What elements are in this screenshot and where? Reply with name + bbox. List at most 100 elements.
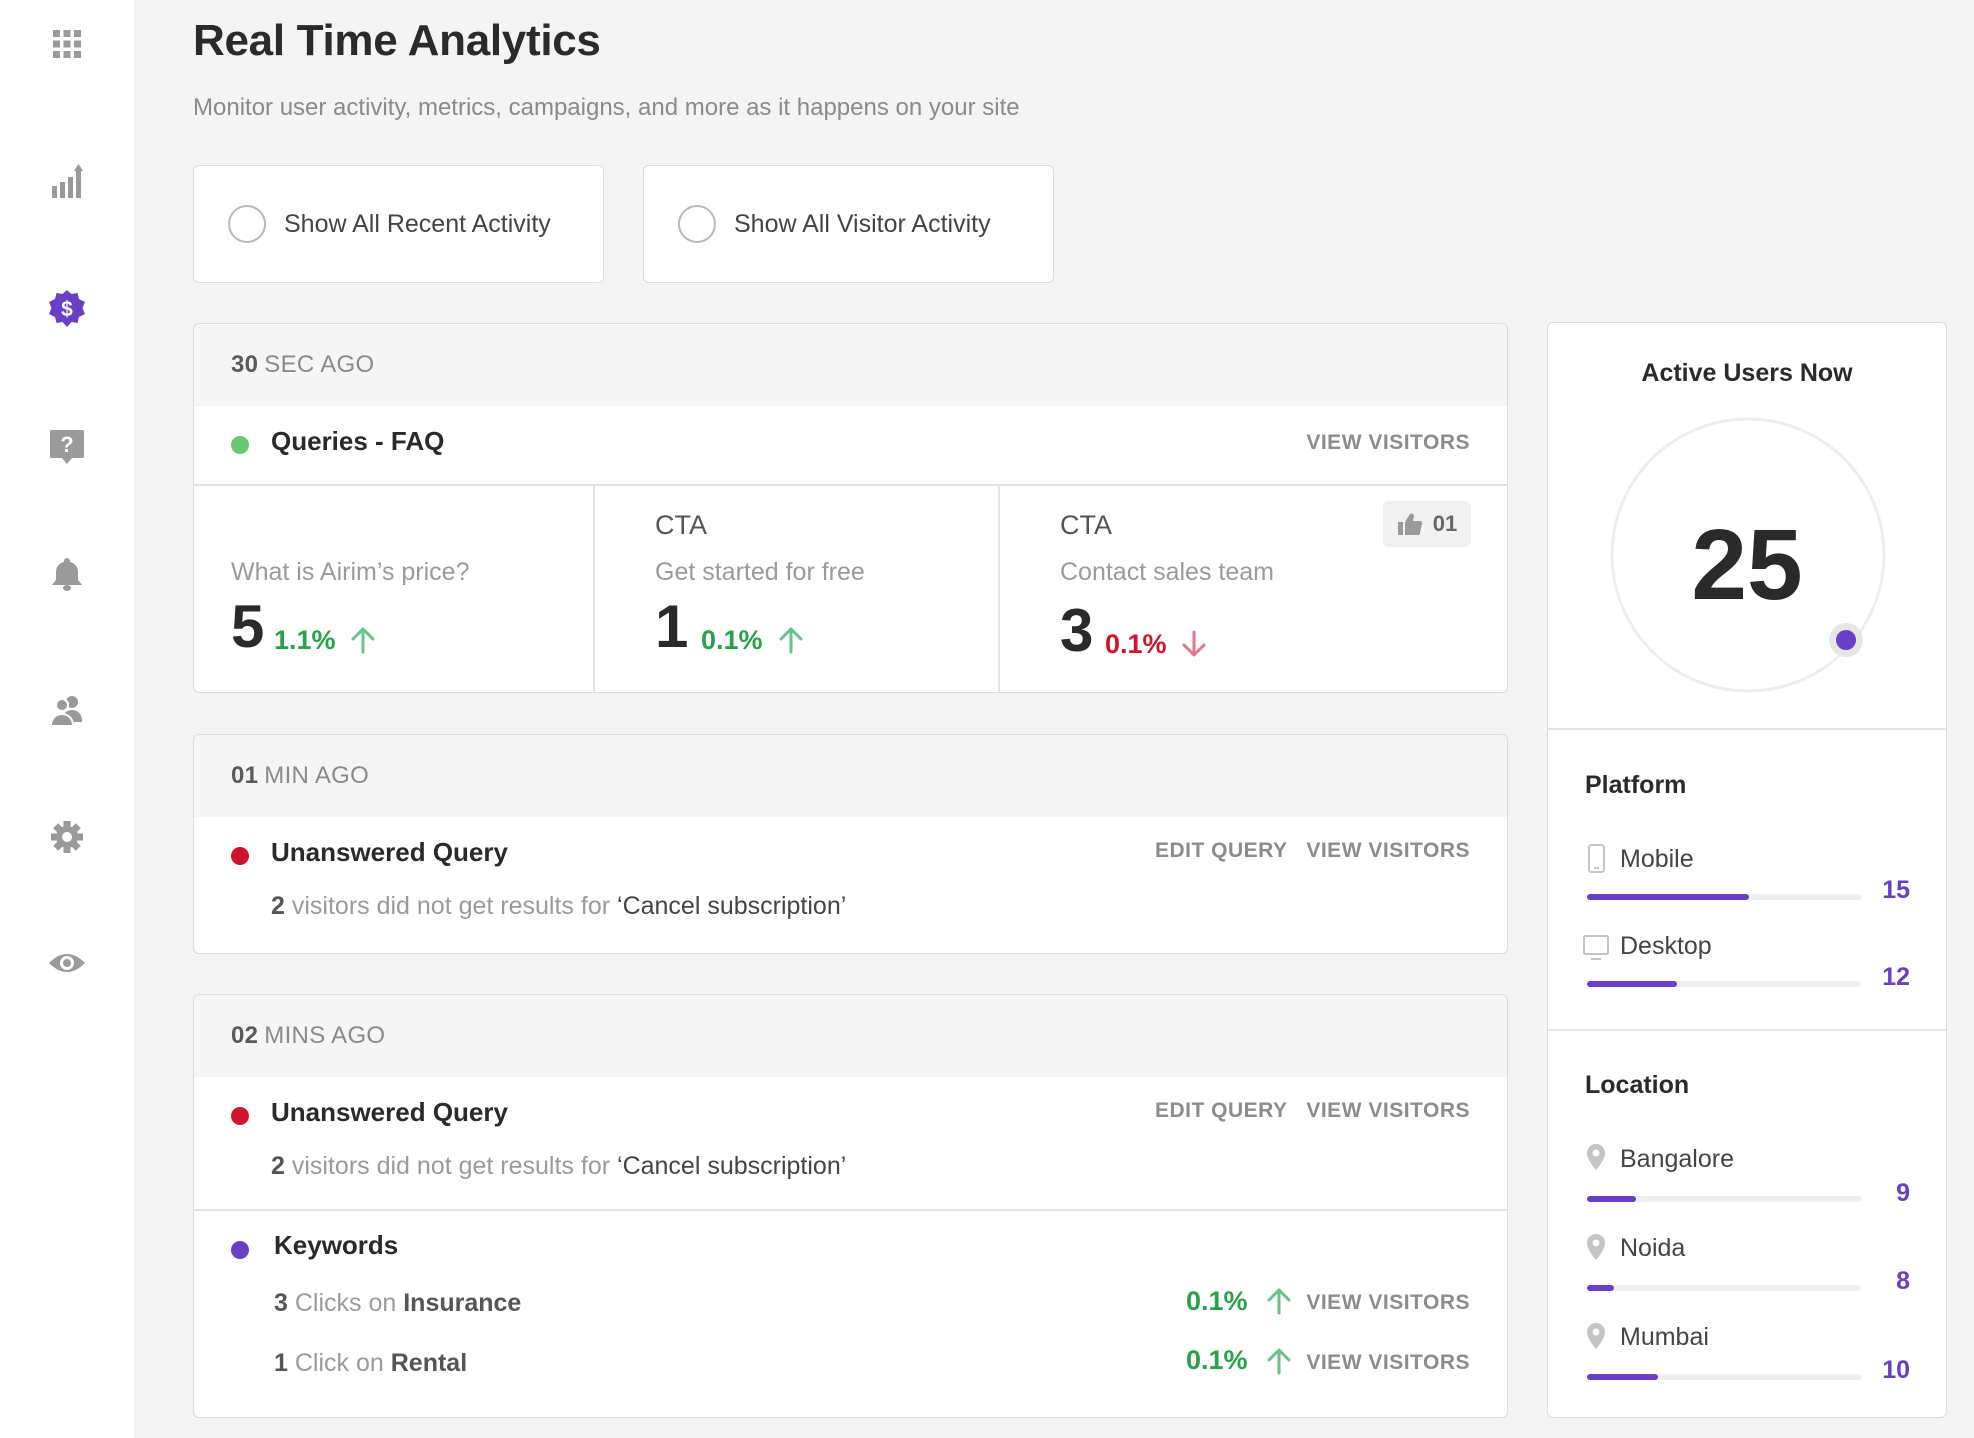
progress-bar [1587,894,1861,900]
divider [194,1209,1507,1211]
filter-label: Show All Visitor Activity [734,209,991,238]
keyword-name: Insurance [403,1289,522,1317]
bell-icon[interactable] [42,549,92,599]
radio-button[interactable] [228,205,266,243]
progress-bar [1587,1285,1861,1291]
likes-badge[interactable]: 01 [1383,501,1471,547]
arrow-up-icon [779,627,803,654]
activity-card: 02 MINS AGO Unanswered Query EDIT QUERY … [193,994,1508,1418]
cell-divider [998,486,1000,692]
time-unit: MIN AGO [264,762,370,789]
show-recent-activity-toggle[interactable]: Show All Recent Activity [193,165,604,283]
click-text: Clicks on [294,1289,397,1317]
sidebar: $ ? [0,0,135,1438]
query-text: ‘Cancel subscription’ [617,1152,847,1180]
view-visitors-link[interactable]: VIEW VISITORS [1306,431,1470,454]
description-text: visitors did not get results for [291,1152,611,1180]
view-visitors-link[interactable]: VIEW VISITORS [1306,1291,1470,1314]
click-text: Click on [294,1349,384,1377]
show-visitor-activity-toggle[interactable]: Show All Visitor Activity [643,165,1054,283]
status-dot [231,1241,249,1259]
page-title: Real Time Analytics [193,16,601,65]
visitor-count: 2 [271,1152,285,1180]
users-icon[interactable] [42,685,92,735]
metric-percent: 0.1% [701,625,763,655]
svg-text:$: $ [61,298,73,321]
location-label: Bangalore [1620,1145,1734,1173]
location-pin-icon [1587,1144,1605,1170]
status-dot [231,1107,249,1125]
progress-bar [1587,1196,1861,1202]
progress-bar [1587,981,1861,987]
location-value: 10 [1882,1356,1910,1384]
active-users-gauge [1610,417,1886,693]
metric-cell: What is Airim’s price? 5 1.1% [194,486,594,692]
help-icon[interactable]: ? [42,421,92,471]
filter-label: Show All Recent Activity [284,209,551,238]
keyword-percent: 0.1% [1186,1286,1248,1316]
view-visitors-link[interactable]: VIEW VISITORS [1306,1099,1470,1122]
eye-icon[interactable] [42,938,92,988]
activity-title: Unanswered Query [271,837,508,867]
activity-card: 01 MIN AGO Unanswered Query EDIT QUERY V… [193,734,1508,954]
active-users-count: 25 [1691,509,1803,621]
thumbs-up-icon [1397,513,1422,535]
location-title: Location [1585,1071,1690,1099]
progress-bar [1587,1374,1861,1380]
progress-fill [1587,894,1749,900]
edit-query-link[interactable]: EDIT QUERY [1155,1099,1288,1122]
cell-divider [593,486,595,692]
keyword-name: Rental [390,1349,468,1377]
metric-subtitle: What is Airim’s price? [231,558,470,586]
time-number: 30 [231,351,259,378]
platform-value: 12 [1882,963,1910,991]
time-unit: MINS AGO [264,1022,386,1049]
activity-timestamp: 02 MINS AGO [194,995,1507,1077]
activity-timestamp: 30 SEC AGO [194,324,1507,406]
dollar-badge-icon[interactable]: $ [42,284,92,334]
time-number: 01 [231,762,259,789]
time-number: 02 [231,1022,259,1049]
keywords-section: Keywords 3 Clicks on Insurance 0.1% VIEW… [194,1211,1507,1417]
click-count: 1 [274,1349,288,1377]
bar-chart-icon[interactable] [42,157,92,207]
activity-description: 2 visitors did not get results for ‘Canc… [271,892,846,921]
metric-caption: CTA [655,510,707,540]
activity-row: Queries - FAQ VIEW VISITORS [194,406,1507,484]
metric-value: 3 [1060,597,1094,664]
view-visitors-link[interactable]: VIEW VISITORS [1306,839,1470,862]
keywords-title: Keywords [274,1230,399,1260]
divider [1548,1029,1946,1031]
metric-value: 5 [231,593,265,660]
metric-value: 1 [655,593,689,660]
metrics-row: What is Airim’s price? 5 1.1% CTA Get st… [194,486,1507,692]
radio-button[interactable] [678,205,716,243]
platform-title: Platform [1585,771,1687,799]
activity-row: Unanswered Query EDIT QUERY VIEW VISITOR… [194,1077,1507,1209]
activity-timestamp: 01 MIN AGO [194,735,1507,817]
keyword-row: 3 Clicks on Insurance [274,1289,521,1318]
location-value: 9 [1896,1179,1910,1207]
svg-text:?: ? [60,432,73,457]
panel-title: Active Users Now [1641,359,1853,387]
edit-query-link[interactable]: EDIT QUERY [1155,839,1288,862]
metric-percent: 1.1% [274,625,336,655]
gear-icon[interactable] [42,812,92,862]
activity-title: Unanswered Query [271,1097,508,1127]
arrow-up-icon [1267,1348,1291,1375]
metric-caption: CTA [1060,510,1112,540]
click-count: 3 [274,1289,288,1317]
apps-grid-icon[interactable] [42,19,92,69]
location-pin-icon [1587,1323,1605,1349]
progress-fill [1587,1196,1637,1202]
active-users-panel: Active Users Now 25 Platform Mobile 15 D… [1547,322,1947,1418]
arrow-up-icon [1267,1288,1291,1315]
platform-value: 15 [1882,876,1910,904]
location-pin-icon [1587,1234,1605,1260]
view-visitors-link[interactable]: VIEW VISITORS [1306,1351,1470,1374]
arrow-up-icon [351,627,375,654]
description-text: visitors did not get results for [291,892,611,920]
metric-subtitle: Contact sales team [1060,558,1274,586]
location-label: Noida [1620,1234,1686,1262]
progress-fill [1587,981,1678,987]
